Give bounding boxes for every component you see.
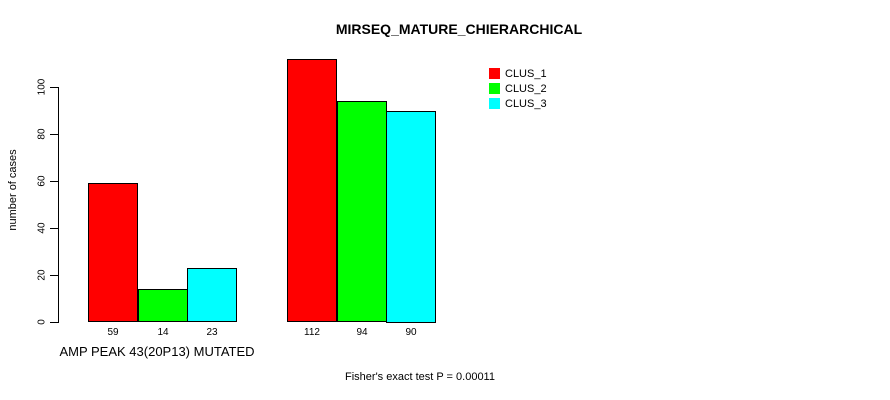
legend: CLUS_1 CLUS_2 CLUS_3	[489, 66, 547, 111]
bar-clus_3-group2	[386, 111, 436, 323]
bar-value-label: 94	[356, 327, 368, 338]
bar-clus_1-group2	[287, 59, 337, 322]
y-tick-mark	[50, 87, 58, 88]
x-group-label: AMP PEAK 43(20P13) MUTATED	[59, 344, 255, 359]
y-tick-label: 0	[36, 319, 48, 325]
y-tick-label: 40	[36, 222, 48, 234]
y-axis-title: number of cases	[7, 149, 19, 231]
bar-clus_1-group1	[88, 183, 138, 322]
y-tick-mark	[50, 181, 58, 182]
bar-clus_3-group1	[187, 268, 237, 322]
bar-value-label: 90	[405, 327, 417, 338]
y-axis-line	[58, 87, 59, 323]
legend-swatch-icon	[489, 68, 500, 79]
legend-item-clus_2: CLUS_2	[489, 81, 547, 96]
y-tick-mark	[50, 322, 58, 323]
y-tick-label: 100	[36, 78, 48, 96]
legend-label: CLUS_3	[505, 97, 547, 110]
legend-label: CLUS_1	[505, 67, 547, 80]
legend-label: CLUS_2	[505, 82, 547, 95]
y-tick-mark	[50, 134, 58, 135]
legend-swatch-icon	[489, 83, 500, 94]
y-tick-mark	[50, 228, 58, 229]
bar-value-label: 59	[107, 327, 119, 338]
legend-item-clus_3: CLUS_3	[489, 96, 547, 111]
bar-clus_2-group2	[337, 101, 387, 322]
chart-title: MIRSEQ_MATURE_CHIERARCHICAL	[335, 21, 583, 37]
y-tick-mark	[50, 275, 58, 276]
legend-swatch-icon	[489, 98, 500, 109]
y-tick-label: 20	[36, 269, 48, 281]
bar-value-label: 14	[157, 327, 169, 338]
bar-value-label: 112	[304, 327, 320, 338]
y-tick-label: 80	[36, 128, 48, 140]
y-tick-label: 60	[36, 175, 48, 187]
footnote: Fisher's exact test P = 0.00011	[345, 371, 495, 383]
bar-clus_2-group1	[138, 289, 188, 322]
legend-item-clus_1: CLUS_1	[489, 66, 547, 81]
bar-value-label: 23	[206, 327, 218, 338]
